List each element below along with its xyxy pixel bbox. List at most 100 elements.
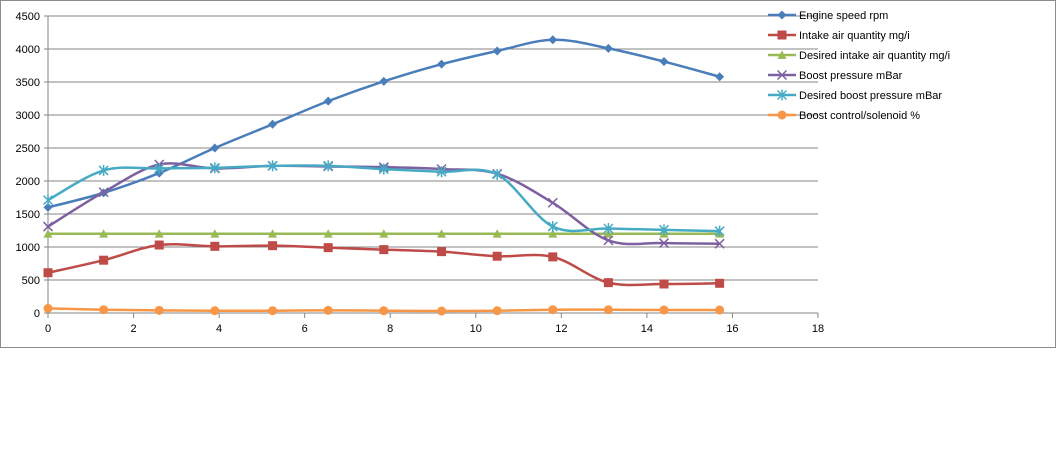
- x-tick-label: 18: [812, 323, 824, 335]
- y-tick-label: 1500: [16, 209, 40, 221]
- data-point: [492, 168, 503, 180]
- y-tick-label: 0: [34, 308, 40, 320]
- legend-marker: [776, 69, 788, 81]
- data-point: [379, 306, 389, 316]
- data-point: [99, 305, 109, 315]
- y-tick-label: 500: [22, 275, 40, 287]
- marker-stroke: [547, 197, 558, 208]
- data-point: [659, 305, 669, 315]
- data-point: [492, 229, 502, 238]
- series-1: [43, 240, 725, 289]
- data-point: [209, 162, 220, 174]
- data-point: [268, 229, 278, 238]
- legend-entry-1: Intake air quantity mg/i: [768, 30, 910, 42]
- marker-stroke: [658, 238, 670, 249]
- data-point: [379, 229, 389, 238]
- data-point: [436, 166, 447, 178]
- data-point: [603, 305, 613, 315]
- legend-label: Desired intake air quantity mg/i: [799, 50, 950, 62]
- data-point: [492, 46, 502, 56]
- legend-label: Engine speed rpm: [799, 10, 888, 22]
- data-point: [715, 72, 725, 82]
- marker-stroke: [42, 221, 54, 232]
- data-point: [658, 238, 670, 249]
- legend-marker: [777, 30, 787, 40]
- legend-entry-0: Engine speed rpm: [768, 10, 888, 22]
- data-point: [98, 164, 109, 176]
- data-point: [379, 245, 389, 255]
- data-point: [437, 306, 447, 316]
- data-point: [378, 163, 389, 175]
- data-point: [154, 162, 165, 174]
- data-point: [492, 251, 502, 261]
- x-tick-label: 4: [216, 323, 222, 335]
- data-point: [548, 252, 558, 262]
- x-tick-label: 8: [387, 323, 393, 335]
- x-tick-label: 2: [130, 323, 136, 335]
- legend-entry-5: Boost control/solenoid %: [768, 110, 920, 122]
- data-point: [658, 224, 670, 236]
- data-point: [98, 187, 109, 198]
- data-point: [714, 225, 725, 237]
- legend-marker: [776, 89, 788, 101]
- data-point: [715, 278, 725, 288]
- x-tick-label: 6: [302, 323, 308, 335]
- y-tick-label: 2000: [16, 176, 40, 188]
- data-point: [323, 96, 333, 106]
- x-tick-label: 0: [45, 323, 51, 335]
- data-point: [210, 143, 220, 153]
- series-2: [43, 229, 725, 238]
- data-point: [268, 306, 278, 316]
- data-point: [323, 160, 334, 172]
- legend-label: Boost pressure mBar: [799, 70, 903, 82]
- data-point: [154, 229, 164, 238]
- data-point: [99, 229, 109, 238]
- y-tick-label: 2500: [16, 143, 40, 155]
- legend-marker: [777, 110, 787, 120]
- data-point: [603, 43, 613, 53]
- series-line: [47, 164, 720, 233]
- data-point: [603, 223, 614, 235]
- data-point: [323, 243, 333, 253]
- legend-entry-4: Desired boost pressure mBar: [768, 89, 942, 102]
- legend-label: Intake air quantity mg/i: [799, 30, 910, 42]
- data-point: [437, 247, 447, 257]
- legend-label: Boost control/solenoid %: [799, 110, 920, 122]
- data-point: [548, 35, 558, 45]
- data-point: [659, 279, 669, 289]
- data-point: [437, 229, 447, 238]
- data-point: [210, 241, 220, 251]
- data-point: [603, 278, 613, 288]
- y-tick-label: 3000: [16, 110, 40, 122]
- legend-marker: [777, 50, 787, 59]
- data-point: [267, 160, 278, 172]
- data-point: [210, 229, 220, 238]
- data-point: [547, 197, 558, 208]
- chart-frame: 0 500 1000 1500 2000 2500 3000 3500 4000 4500 0 2 4 6…: [0, 0, 1056, 348]
- y-tick-label: 3500: [16, 77, 40, 89]
- series-line: [47, 38, 720, 209]
- marker-stroke: [603, 235, 614, 246]
- data-point: [154, 240, 164, 250]
- data-point: [714, 238, 725, 249]
- data-point: [42, 194, 54, 206]
- grid-layer: [48, 15, 818, 281]
- x-tick-label: 16: [726, 323, 738, 335]
- series-layer: [42, 35, 725, 316]
- marker-stroke: [714, 238, 725, 249]
- data-point: [659, 57, 669, 67]
- data-point: [323, 229, 333, 238]
- data-point: [43, 229, 53, 238]
- marker-stroke: [776, 69, 788, 81]
- data-point: [548, 229, 558, 238]
- data-point: [547, 221, 558, 233]
- data-point: [42, 221, 54, 232]
- data-point: [43, 202, 53, 212]
- data-point: [548, 305, 558, 315]
- series-4: [42, 160, 725, 237]
- data-point: [268, 119, 278, 129]
- data-point: [268, 241, 278, 251]
- data-point: [437, 59, 447, 69]
- data-point: [323, 305, 333, 315]
- data-point: [715, 305, 725, 315]
